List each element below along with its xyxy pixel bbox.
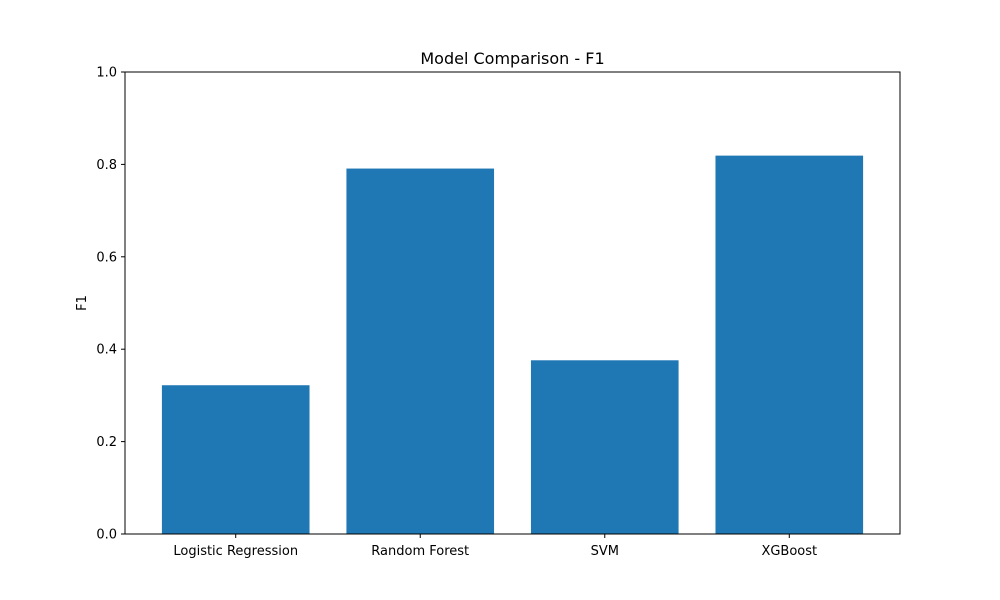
chart-title: Model Comparison - F1 <box>420 49 604 68</box>
plot-frame <box>124 71 901 535</box>
bar-logistic-regression <box>161 385 310 534</box>
y-tick-label: 0.0 <box>96 528 117 543</box>
bars-group <box>161 155 864 535</box>
y-axis-label: F1 <box>75 295 90 311</box>
y-axis-ticks: 0.0 0.2 0.4 0.6 0.8 1.0 <box>96 66 125 543</box>
bar-svm <box>530 360 679 534</box>
x-tick-label: XGBoost <box>761 544 817 559</box>
y-tick-label: 0.4 <box>96 343 117 358</box>
x-tick-label: SVM <box>591 544 619 559</box>
y-tick-label: 0.6 <box>96 250 117 265</box>
x-tick-label: Logistic Regression <box>173 544 298 559</box>
y-tick-label: 0.8 <box>96 158 117 173</box>
bar-xgboost <box>715 155 864 534</box>
x-tick-label: Random Forest <box>371 544 469 559</box>
bar-random-forest <box>346 168 495 535</box>
y-tick-label: 1.0 <box>96 66 117 81</box>
x-axis-ticks: Logistic Regression Random Forest SVM XGBoo… <box>173 534 817 559</box>
y-tick-label: 0.2 <box>96 435 117 450</box>
